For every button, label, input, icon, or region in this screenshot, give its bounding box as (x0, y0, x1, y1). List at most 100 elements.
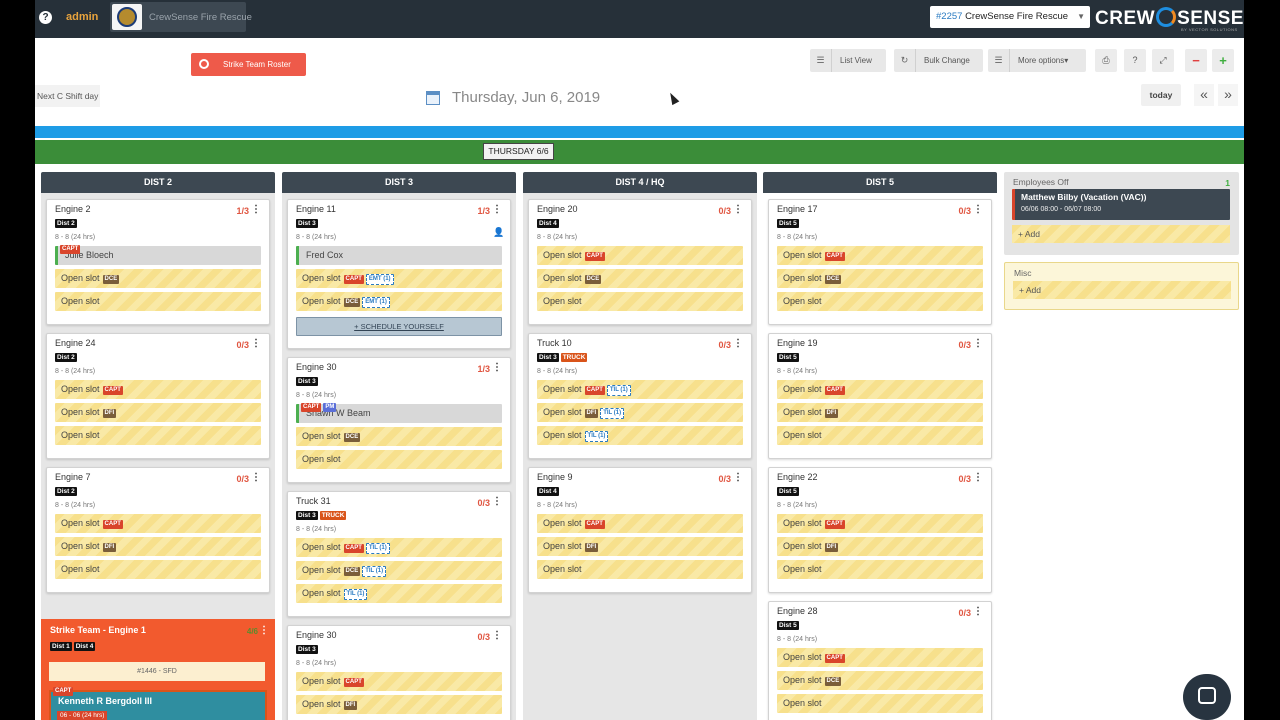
open-slot[interactable]: Open slot CAPT TIL (1) (296, 538, 502, 557)
open-slot[interactable]: Open slot (777, 694, 983, 713)
unit-card[interactable]: Engine 30 1/3 ⋮ Dist 3 8 - 8 (24 hrs) Shawn W… (287, 357, 511, 483)
kebab-menu-icon[interactable]: ⋮ (973, 204, 983, 215)
add-employee-off-button[interactable]: + Add (1012, 225, 1230, 243)
kebab-menu-icon[interactable]: ⋮ (973, 472, 983, 483)
unit-tag: Dist 3 (296, 219, 318, 228)
open-slot[interactable]: Open slot DFI TIL (1) (537, 403, 743, 422)
unit-card[interactable]: Engine 28 0/3 ⋮ Dist 5 8 - 8 (24 hrs) Open sl… (768, 601, 992, 720)
open-slot[interactable]: Open slot TIL (1) (296, 584, 502, 603)
org-badge[interactable]: CrewSense Fire Rescue (110, 2, 252, 32)
unit-card[interactable]: Engine 7 0/3 ⋮ Dist 2 8 - 8 (24 hrs) Open slo… (46, 467, 270, 593)
open-slot[interactable]: Open slot (777, 292, 983, 311)
open-slot[interactable]: Open slot DCE (537, 269, 743, 288)
open-slot[interactable]: Open slot DFI (55, 537, 261, 556)
rank-badge: CAPT (60, 245, 81, 254)
list-view-button[interactable]: ☰ List View (810, 49, 886, 72)
open-slot[interactable]: Open slot CAPT (55, 514, 261, 533)
kebab-menu-icon[interactable]: ⋮ (733, 204, 743, 215)
help-button[interactable]: ? (1124, 49, 1146, 72)
unit-card[interactable]: Engine 17 0/3 ⋮ Dist 5 8 - 8 (24 hrs) Open sl… (768, 199, 992, 325)
assigned-slot[interactable]: Julie Bloech CAPT (55, 245, 261, 265)
open-slot[interactable]: Open slot (777, 426, 983, 445)
unit-card[interactable]: Engine 2 1/3 ⋮ Dist 2 8 - 8 (24 hrs) Julie Bl… (46, 199, 270, 325)
unit-card[interactable]: Engine 9 0/3 ⋮ Dist 4 8 - 8 (24 hrs) Open slo… (528, 467, 752, 593)
open-slot[interactable]: Open slot (777, 560, 983, 579)
today-button[interactable]: today (1141, 84, 1181, 106)
open-slot[interactable]: Open slot CAPT EMT (1) (296, 269, 502, 288)
add-misc-button[interactable]: + Add (1013, 281, 1231, 299)
user-menu[interactable]: admin (66, 11, 99, 23)
open-slot[interactable]: Open slot CAPT (537, 246, 743, 265)
help-icon[interactable]: ? (39, 11, 52, 24)
open-slot[interactable]: Open slot (296, 450, 502, 469)
open-slot[interactable]: Open slot DFI (296, 695, 502, 714)
open-slot[interactable]: Open slot CAPT (296, 672, 502, 691)
bulk-change-button[interactable]: ↻ Bulk Change (894, 49, 983, 72)
kebab-menu-icon[interactable]: ⋮ (973, 606, 983, 617)
strike-team-roster-button[interactable]: Strike Team Roster (191, 53, 306, 76)
org-select[interactable]: #2257 CrewSense Fire Rescue ▼ (930, 6, 1090, 28)
open-slot[interactable]: Open slot DCE EMT (1) (296, 292, 502, 311)
unit-card[interactable]: Engine 20 0/3 ⋮ Dist 4 8 - 8 (24 hrs) Open sl… (528, 199, 752, 325)
open-slot[interactable]: Open slot CAPT (55, 380, 261, 399)
open-slot[interactable]: Open slot CAPT (777, 380, 983, 399)
prev-day-button[interactable]: « (1194, 84, 1214, 106)
open-slot[interactable]: Open slot CAPT (537, 514, 743, 533)
open-slot[interactable]: Open slot DCE (55, 269, 261, 288)
employee-off-card[interactable]: Matthew Bilby (Vacation (VAC)) 06/06 08:… (1012, 189, 1230, 220)
unit-card[interactable]: Engine 30 0/3 ⋮ Dist 3 8 - 8 (24 hrs) Open sl… (287, 625, 511, 720)
open-slot[interactable]: Open slot (55, 292, 261, 311)
kebab-menu-icon[interactable]: ⋮ (492, 362, 502, 373)
zoom-in-button[interactable]: + (1212, 49, 1234, 72)
next-shift-button[interactable]: Next C Shift day (35, 85, 101, 107)
schedule-yourself-button[interactable]: + SCHEDULE YOURSELF (296, 317, 502, 336)
open-slot[interactable]: Open slot TIL (1) (537, 426, 743, 445)
open-slot[interactable]: Open slot DCE (777, 269, 983, 288)
unit-card[interactable]: Engine 19 0/3 ⋮ Dist 5 8 - 8 (24 hrs) Open sl… (768, 333, 992, 459)
fullscreen-icon[interactable]: ⤢ (1152, 49, 1174, 72)
zoom-out-button[interactable]: − (1185, 49, 1207, 72)
open-slot[interactable]: Open slot DFI (777, 403, 983, 422)
open-slot[interactable]: Open slot CAPT (777, 514, 983, 533)
open-slot[interactable]: Open slot DCE (296, 427, 502, 446)
open-slot[interactable]: Open slot (537, 292, 743, 311)
open-slot[interactable]: Open slot DFI (777, 537, 983, 556)
open-slot[interactable]: Open slot CAPT TIL (1) (537, 380, 743, 399)
next-day-button[interactable]: » (1218, 84, 1238, 106)
open-slot[interactable]: Open slot DCE TIL (1) (296, 561, 502, 580)
assigned-person[interactable]: CAPT Kenneth R Bergdoll III 06 - 06 (24 hr… (49, 687, 267, 720)
open-slot[interactable]: Open slot (55, 560, 261, 579)
kebab-menu-icon[interactable]: ⋮ (492, 630, 502, 641)
kebab-menu-icon[interactable]: ⋮ (251, 338, 261, 349)
more-options-button[interactable]: ☰ More options▾ (988, 49, 1086, 72)
unit-card[interactable]: Engine 11 1/3 ⋮ Dist 3 8 - 8 (24 hrs) 👤 Fred C… (287, 199, 511, 349)
kebab-menu-icon[interactable]: ⋮ (251, 472, 261, 483)
add-person-icon[interactable]: 👤 (493, 227, 505, 237)
open-slot[interactable]: Open slot (55, 426, 261, 445)
open-slot[interactable]: Open slot CAPT (777, 246, 983, 265)
open-slot[interactable]: Open slot DFI (537, 537, 743, 556)
unit-card[interactable]: Engine 22 0/3 ⋮ Dist 5 8 - 8 (24 hrs) Open sl… (768, 467, 992, 593)
slot-label: Open slot (783, 541, 822, 551)
chat-button[interactable] (1183, 674, 1231, 720)
kebab-menu-icon[interactable]: ⋮ (733, 472, 743, 483)
kebab-menu-icon[interactable]: ⋮ (492, 496, 502, 507)
open-slot[interactable]: Open slot DCE (777, 671, 983, 690)
open-slot[interactable]: Open slot DFI (55, 403, 261, 422)
assigned-slot[interactable]: Fred Cox (296, 246, 502, 265)
open-slot[interactable]: Open slot CAPT (777, 648, 983, 667)
open-slot[interactable]: Open slot (537, 560, 743, 579)
strike-team-card[interactable]: Strike Team - Engine 1 4/6 ⋮ Dist 1 Dist 4 #1… (41, 619, 275, 720)
unit-card[interactable]: Engine 24 0/3 ⋮ Dist 2 8 - 8 (24 hrs) Open sl… (46, 333, 270, 459)
print-icon[interactable]: ⎙ (1095, 49, 1117, 72)
kebab-menu-icon[interactable]: ⋮ (733, 338, 743, 349)
assigned-slot[interactable]: Shawn W Beam CAPT PM (296, 403, 502, 423)
calendar-icon[interactable] (426, 91, 440, 105)
employees-off-count: 1 (1225, 178, 1230, 188)
unit-card[interactable]: Truck 10 0/3 ⋮ Dist 3 TRUCK 8 - 8 (24 hrs) Ope… (528, 333, 752, 459)
kebab-menu-icon[interactable]: ⋮ (973, 338, 983, 349)
kebab-menu-icon[interactable]: ⋮ (251, 204, 261, 215)
kebab-menu-icon[interactable]: ⋮ (259, 625, 269, 636)
unit-card[interactable]: Truck 31 0/3 ⋮ Dist 3 TRUCK 8 - 8 (24 hrs) Ope… (287, 491, 511, 617)
kebab-menu-icon[interactable]: ⋮ (492, 204, 502, 215)
